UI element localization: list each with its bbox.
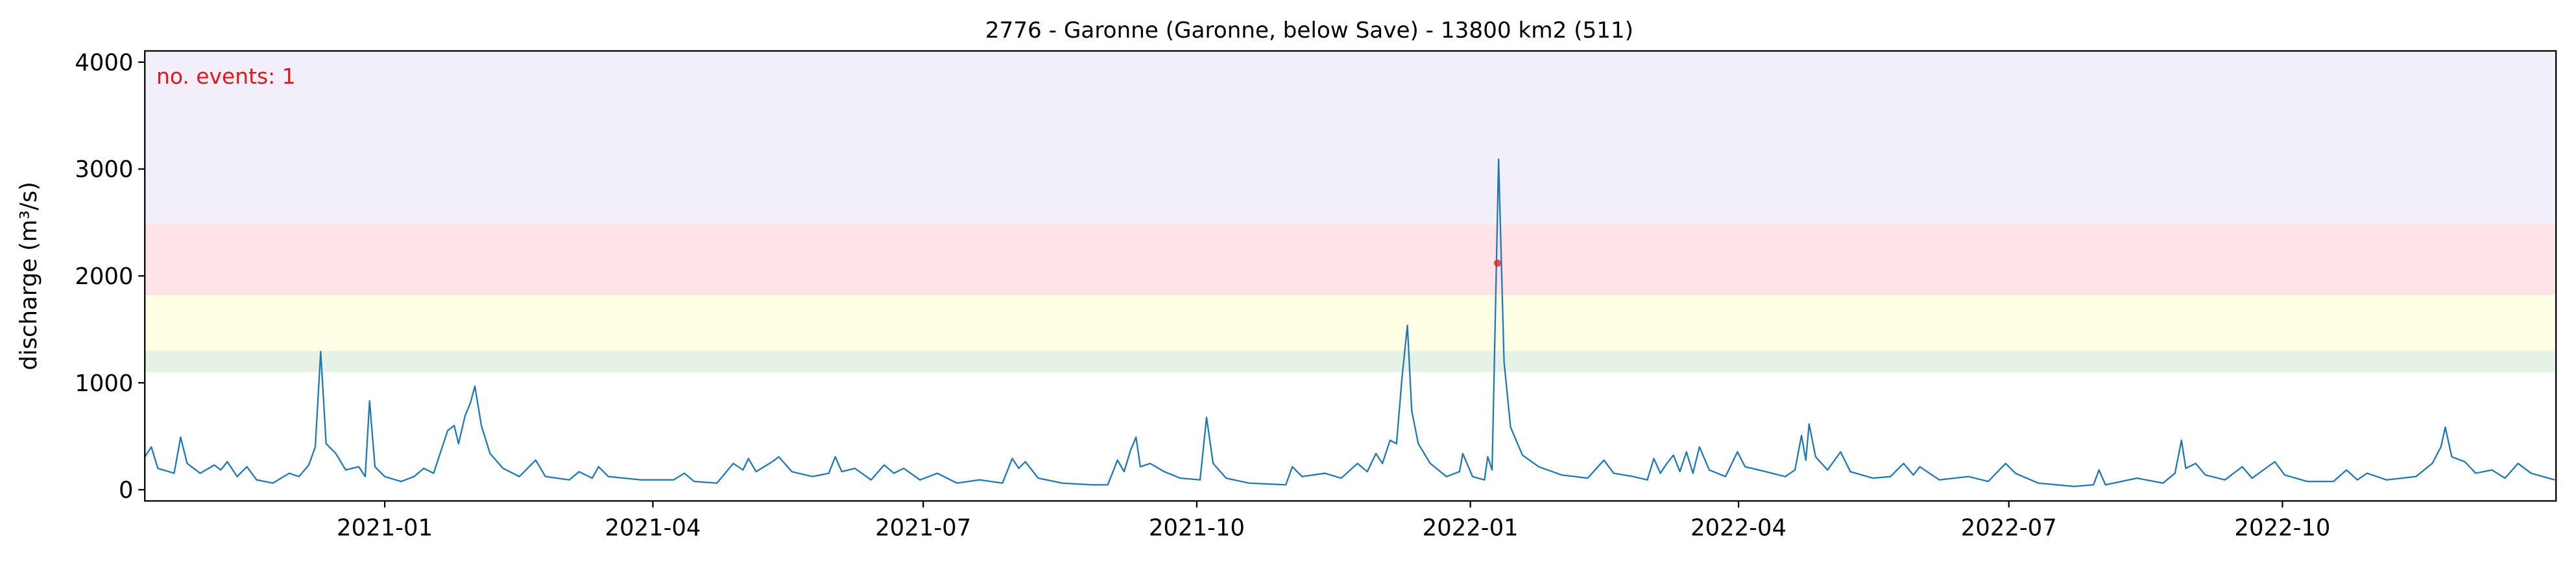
bands	[145, 51, 2557, 372]
y-tick-label: 0	[119, 477, 134, 504]
x-tick-label: 2021-07	[875, 514, 971, 541]
chart-title: 2776 - Garonne (Garonne, below Save) - 1…	[985, 18, 1633, 43]
x-tick-label: 2022-04	[1691, 514, 1787, 541]
threshold-band	[145, 224, 2557, 296]
x-tick-label: 2021-04	[605, 514, 701, 541]
y-tick-label: 2000	[75, 263, 133, 290]
x-tick-label: 2022-10	[2234, 514, 2330, 541]
x-tick-label: 2022-01	[1423, 514, 1519, 541]
y-tick-label: 1000	[75, 370, 133, 397]
y-axis-label: discharge (m³/s)	[16, 182, 42, 370]
x-tick-label: 2021-10	[1149, 514, 1245, 541]
y-tick-label: 4000	[75, 49, 133, 76]
threshold-band	[145, 350, 2557, 372]
discharge-line	[144, 158, 2555, 487]
threshold-band	[145, 51, 2557, 225]
events-annotation: no. events: 1	[156, 64, 296, 89]
threshold-band	[145, 295, 2557, 351]
x-tick-label: 2022-07	[1961, 514, 2057, 541]
event-marker	[1493, 259, 1502, 267]
plot-area	[144, 158, 2555, 487]
axes: 0 1000 2000 3000 4000 2021-01 2021-04 2021-07 20…	[75, 49, 2330, 541]
y-tick-label: 3000	[75, 156, 133, 183]
x-tick-label: 2021-01	[337, 514, 433, 541]
